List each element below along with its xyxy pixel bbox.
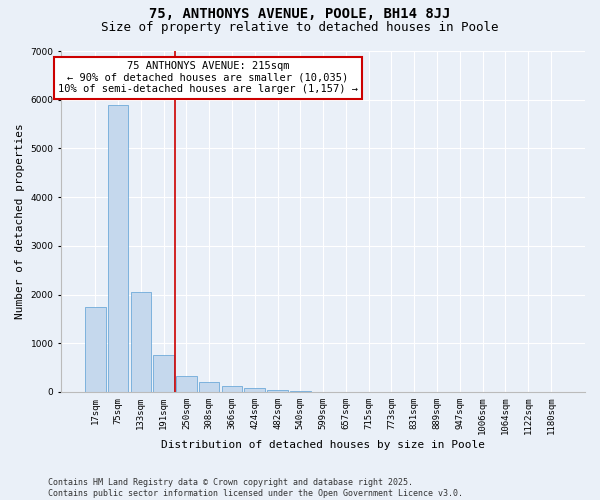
Bar bbox=[244, 388, 265, 392]
Y-axis label: Number of detached properties: Number of detached properties bbox=[15, 124, 25, 320]
Bar bbox=[176, 376, 197, 392]
Bar bbox=[222, 386, 242, 392]
Bar bbox=[267, 390, 288, 392]
Text: Contains HM Land Registry data © Crown copyright and database right 2025.
Contai: Contains HM Land Registry data © Crown c… bbox=[48, 478, 463, 498]
Bar bbox=[154, 356, 174, 392]
Text: 75, ANTHONYS AVENUE, POOLE, BH14 8JJ: 75, ANTHONYS AVENUE, POOLE, BH14 8JJ bbox=[149, 8, 451, 22]
X-axis label: Distribution of detached houses by size in Poole: Distribution of detached houses by size … bbox=[161, 440, 485, 450]
Bar bbox=[108, 104, 128, 392]
Text: 75 ANTHONYS AVENUE: 215sqm
← 90% of detached houses are smaller (10,035)
10% of : 75 ANTHONYS AVENUE: 215sqm ← 90% of deta… bbox=[58, 61, 358, 94]
Bar bbox=[85, 306, 106, 392]
Bar bbox=[131, 292, 151, 392]
Text: Size of property relative to detached houses in Poole: Size of property relative to detached ho… bbox=[101, 21, 499, 34]
Bar bbox=[199, 382, 220, 392]
Bar bbox=[290, 391, 311, 392]
